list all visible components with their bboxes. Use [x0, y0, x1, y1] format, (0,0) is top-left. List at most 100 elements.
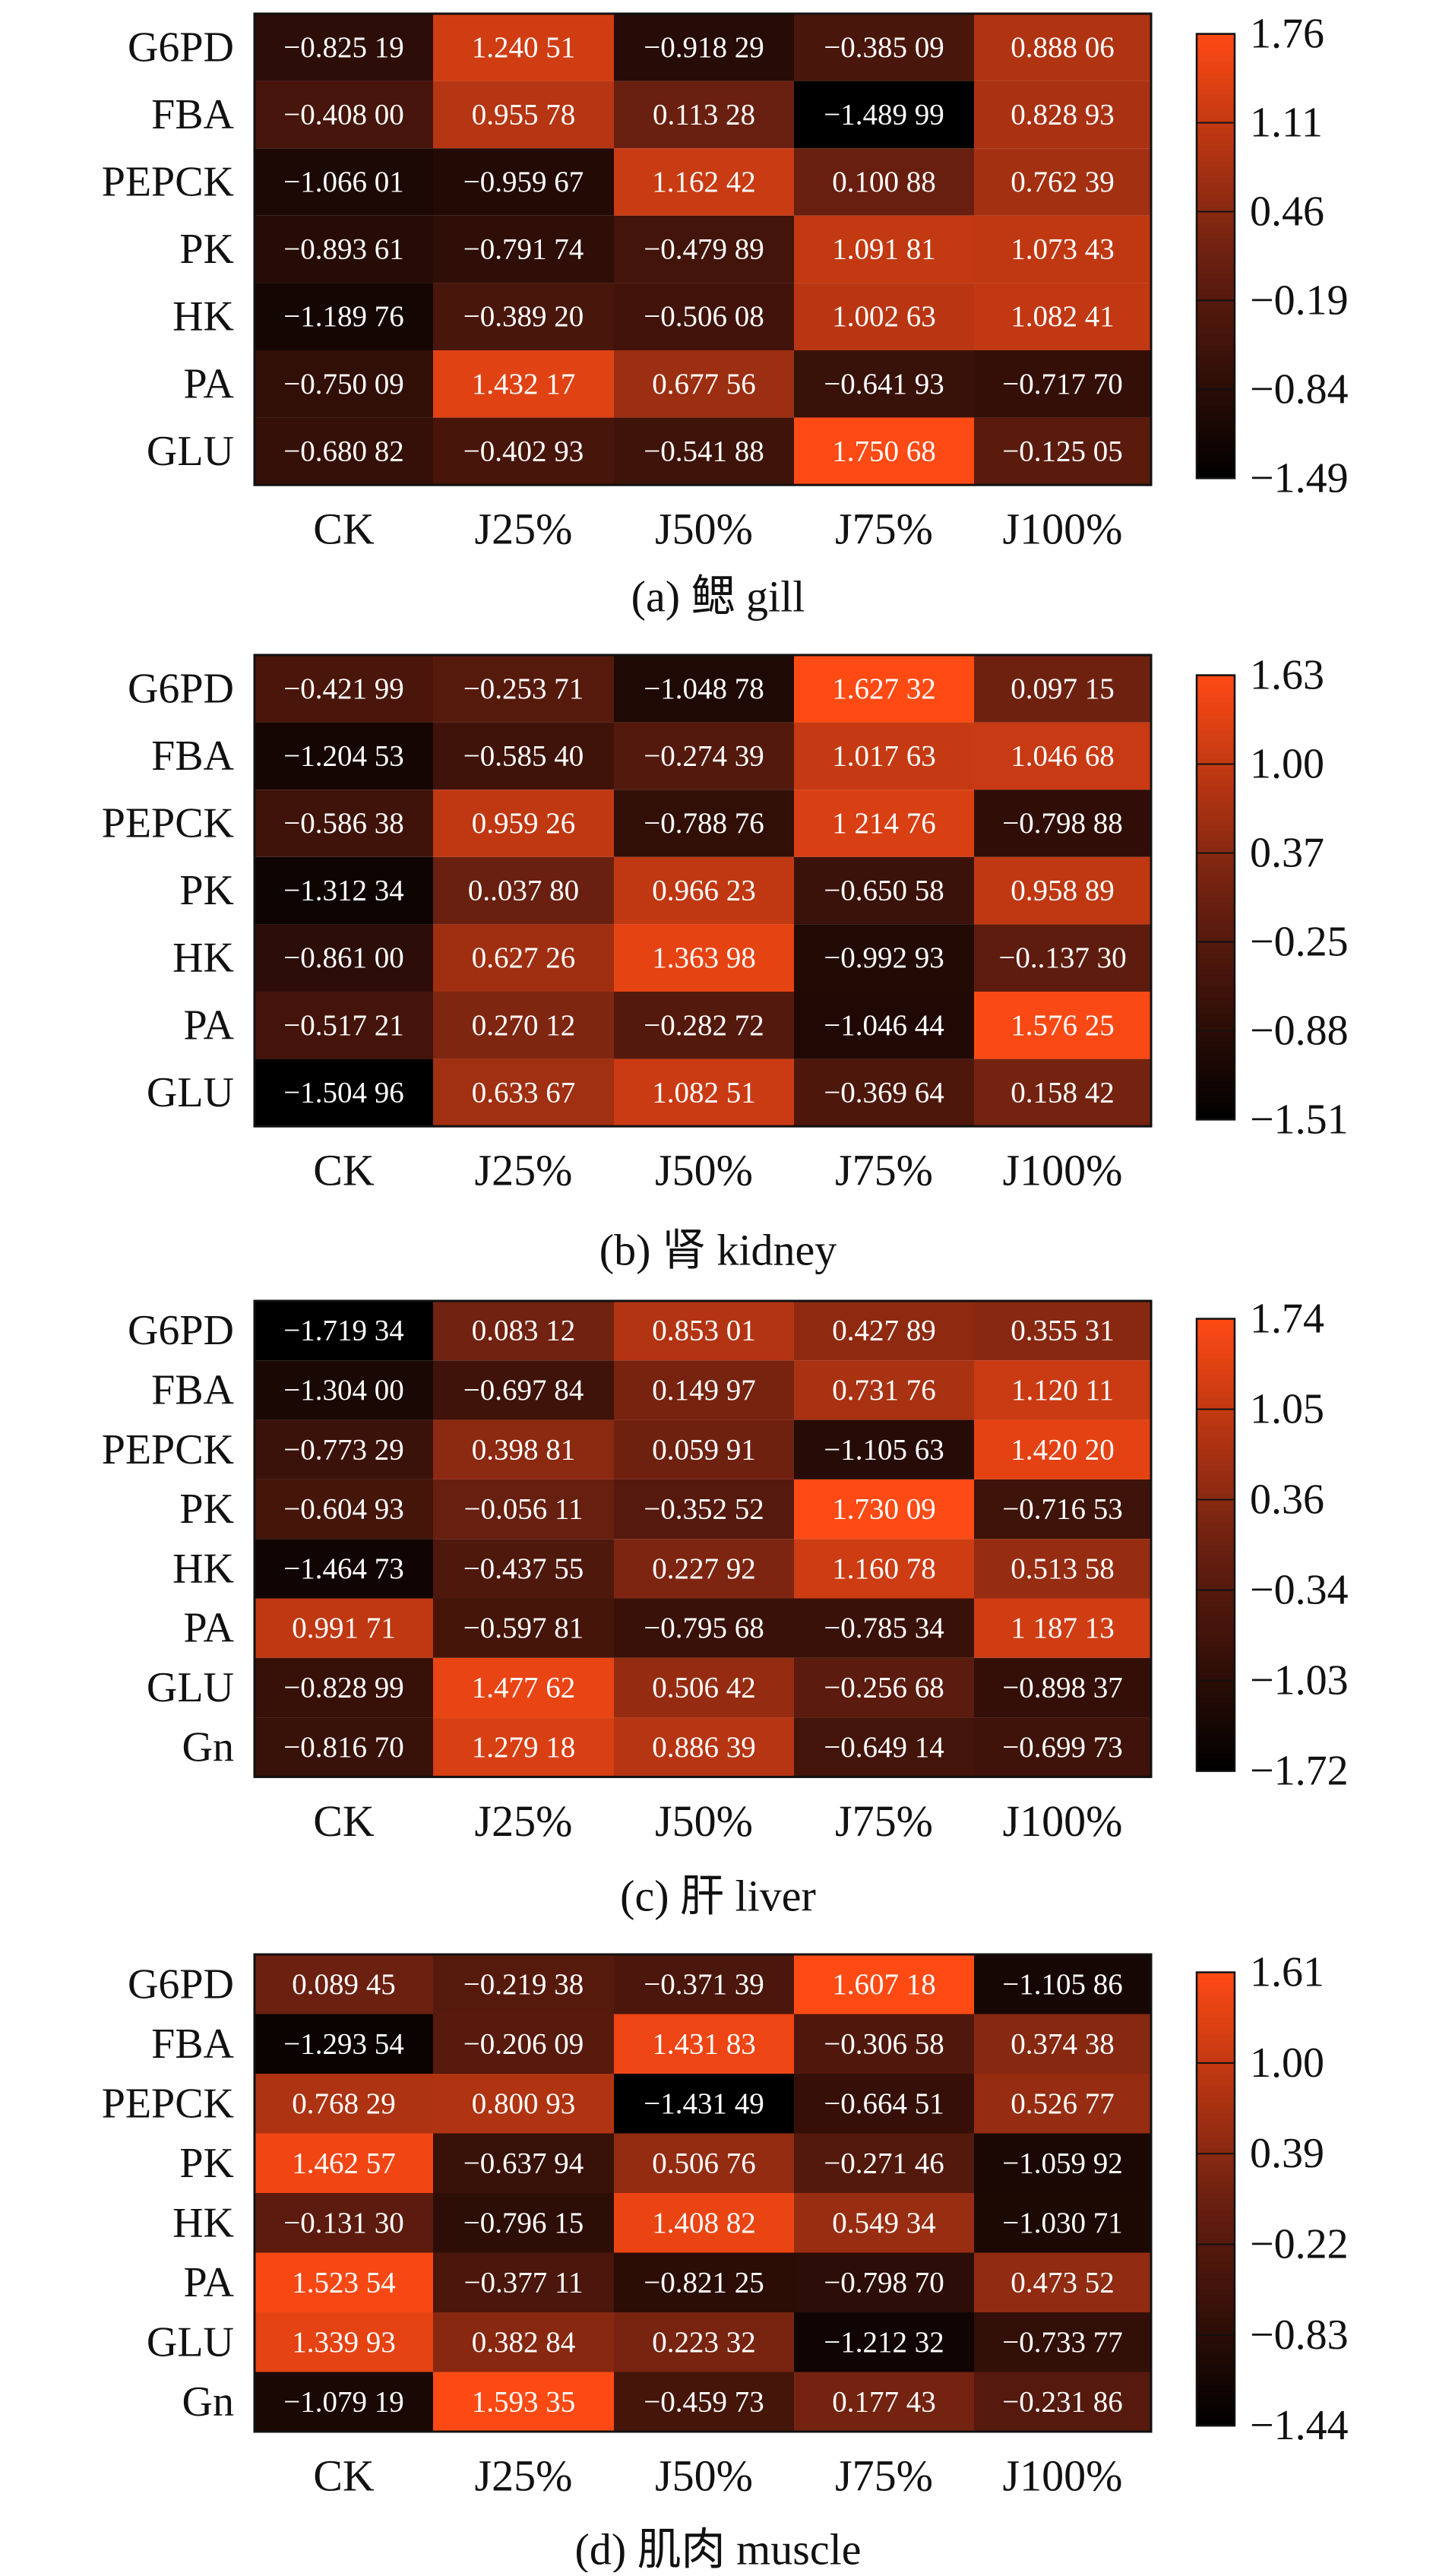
- colorbar-segment: [1197, 1499, 1235, 1506]
- heatmap-cell: [433, 1419, 614, 1479]
- colorbar-segment: [1197, 841, 1235, 848]
- colorbar-segment: [1197, 1448, 1235, 1455]
- colorbar-segment: [1197, 2142, 1235, 2149]
- colorbar-segment: [1197, 1567, 1235, 1574]
- row-label: HK: [172, 293, 234, 340]
- heatmap-cell: [794, 283, 974, 350]
- cell-value-label: 1.162 42: [652, 166, 756, 198]
- heatmap-cell: [255, 2014, 433, 2074]
- cell-value-label: −0.385 09: [824, 31, 944, 64]
- row-label: G6PD: [128, 1960, 234, 2008]
- heatmap-cell: [255, 215, 433, 283]
- colorbar-segment: [1197, 1091, 1235, 1098]
- heatmap-cell: [255, 1539, 433, 1599]
- colorbar-segment: [1197, 1657, 1235, 1664]
- cell-value-label: 1.017 63: [832, 739, 936, 772]
- cell-value-label: 1.408 82: [652, 2207, 756, 2239]
- colorbar-segment: [1197, 384, 1235, 390]
- heatmap-cell: [614, 1598, 794, 1658]
- heatmap-cell: [614, 2252, 794, 2312]
- colorbar-segment: [1197, 1081, 1235, 1087]
- colorbar-segment: [1197, 747, 1235, 754]
- heatmap-cell: [974, 148, 1151, 216]
- cell-value-label: −0.750 09: [283, 368, 404, 400]
- cell-value-label: −0.131 30: [283, 2207, 404, 2239]
- heatmap-cell: [974, 2133, 1151, 2193]
- colorbar-segment: [1197, 2011, 1235, 2018]
- colorbar-segment: [1197, 1748, 1235, 1755]
- cell-value-label: 0.382 84: [472, 2326, 576, 2359]
- colorbar-segment: [1197, 1409, 1235, 1416]
- colorbar-segment: [1197, 1414, 1235, 1421]
- cell-value-label: −0.271 46: [824, 2147, 944, 2179]
- colorbar-segment: [1197, 2113, 1235, 2121]
- cell-value-label: −1.066 01: [283, 166, 404, 198]
- colorbar-segment: [1197, 1680, 1235, 1687]
- colorbar-segment: [1197, 1002, 1235, 1009]
- heatmap-cell: [614, 417, 794, 486]
- cell-value-label: −1.719 34: [283, 1315, 404, 1347]
- cell-value-label: 1.431 83: [652, 2027, 756, 2060]
- colorbar-segment: [1197, 2006, 1235, 2013]
- row-label: Gn: [182, 1723, 234, 1771]
- heatmap-cell: [974, 215, 1151, 283]
- colorbar-segment: [1197, 2249, 1235, 2257]
- colorbar-segment: [1197, 775, 1235, 782]
- colorbar-segment: [1197, 39, 1235, 46]
- colorbar-segment: [1197, 836, 1235, 843]
- cell-value-label: 0.991 71: [292, 1612, 396, 1644]
- colorbar-segment: [1197, 2272, 1235, 2279]
- heatmap-cell: [974, 2074, 1151, 2134]
- colorbar-segment: [1197, 786, 1235, 793]
- cell-value-label: 1.339 93: [292, 2326, 396, 2359]
- colorbar-tick-label: −1.72: [1250, 1748, 1349, 1795]
- heatmap-cell: [433, 148, 614, 216]
- cell-value-label: −0.861 00: [283, 941, 404, 974]
- heatmap-border: [253, 1299, 1153, 1778]
- colorbar-segment: [1197, 2051, 1235, 2059]
- cell-value-label: −1.212 32: [824, 2326, 944, 2359]
- heatmap-cell: [614, 2014, 794, 2074]
- column-label: J50%: [655, 505, 753, 554]
- colorbar-segment: [1197, 2204, 1235, 2211]
- cell-value-label: −0..137 30: [998, 941, 1126, 974]
- heatmap-cell: [255, 722, 433, 790]
- colorbar-segment: [1197, 1014, 1235, 1021]
- colorbar-segment: [1197, 394, 1235, 401]
- cell-value-label: 1.002 63: [832, 300, 936, 333]
- row-label: G6PD: [128, 665, 234, 712]
- heatmap-cell: [794, 856, 974, 925]
- colorbar-segment: [1197, 2244, 1235, 2251]
- colorbar-segment: [1197, 1995, 1235, 2002]
- heatmap-cell: [255, 1301, 433, 1361]
- colorbar-segment: [1197, 764, 1235, 771]
- colorbar-segment: [1197, 334, 1235, 340]
- cell-value-label: 1.420 20: [1011, 1433, 1115, 1466]
- heatmap-cell: [794, 215, 974, 283]
- colorbar-segment: [1197, 72, 1235, 79]
- heatmap-cell: [433, 1059, 614, 1127]
- heatmap-cell: [794, 350, 974, 418]
- colorbar-segment: [1197, 714, 1235, 720]
- colorbar-segment: [1197, 422, 1235, 429]
- cell-value-label: −1.431 49: [644, 2087, 764, 2120]
- heatmap-cell: [974, 350, 1151, 418]
- heatmap-cell: [614, 350, 794, 418]
- colorbar-segment: [1197, 312, 1235, 318]
- heatmap-cell: [794, 1301, 974, 1361]
- row-label: FBA: [151, 1366, 234, 1413]
- colorbar-tick-label: −0.22: [1250, 2221, 1349, 2268]
- cell-value-label: 0.113 28: [653, 98, 755, 131]
- heatmap-cell: [974, 1360, 1151, 1420]
- colorbar-segment: [1197, 1069, 1235, 1076]
- cell-value-label: 1.240 51: [472, 31, 576, 64]
- colorbar-segment: [1197, 919, 1235, 926]
- colorbar-segment: [1197, 886, 1235, 893]
- colorbar-segment: [1197, 1595, 1235, 1603]
- heatmap-cell: [614, 81, 794, 149]
- heatmap-cell: [433, 1657, 614, 1718]
- heatmap-cell: [433, 722, 614, 790]
- column-label: CK: [313, 2451, 375, 2501]
- colorbar-segment: [1197, 1353, 1235, 1359]
- heatmap-cell: [794, 14, 974, 81]
